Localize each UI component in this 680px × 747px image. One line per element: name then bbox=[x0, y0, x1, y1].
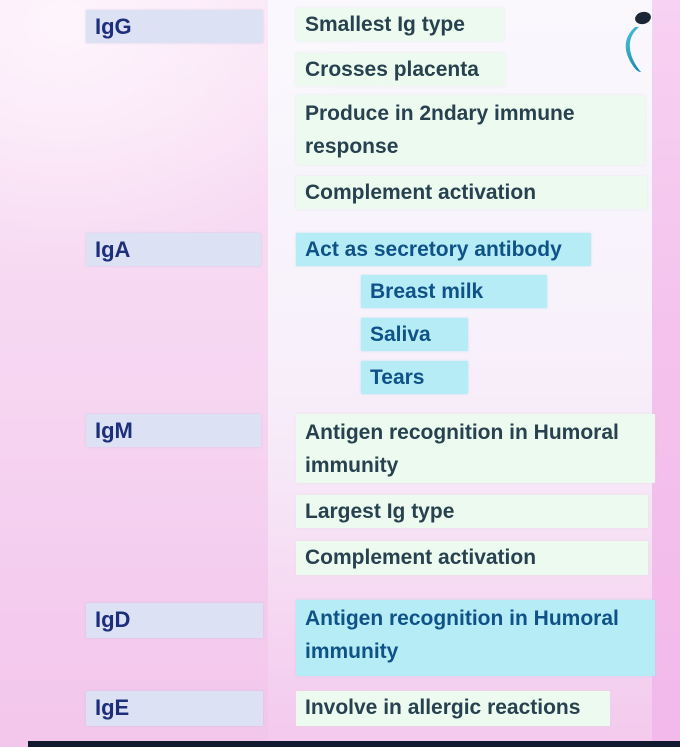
ige-attribute-allergic: Involve in allergic reactions bbox=[296, 691, 610, 726]
igg-attribute-secondary-response: Produce in 2ndary immune response bbox=[296, 95, 645, 165]
igm-label: IgM bbox=[86, 414, 261, 447]
iga-attribute-tears: Tears bbox=[361, 361, 468, 394]
iga-attribute-secretory: Act as secretory antibody bbox=[296, 233, 591, 266]
igm-attribute-complement: Complement activation bbox=[296, 541, 648, 575]
iga-attribute-breast-milk: Breast milk bbox=[361, 275, 547, 308]
igg-attribute-complement: Complement activation bbox=[296, 176, 647, 209]
igd-attribute-antigen-recognition: Antigen recognition in Humoral immunity bbox=[296, 600, 655, 676]
igm-attribute-antigen-recognition: Antigen recognition in Humoral immunity bbox=[296, 414, 655, 483]
teal-swoosh-icon bbox=[625, 11, 651, 72]
bottom-divider-bar bbox=[28, 741, 680, 747]
iga-attribute-saliva: Saliva bbox=[361, 318, 468, 351]
igg-attribute-placenta: Crosses placenta bbox=[296, 53, 505, 86]
igg-label: IgG bbox=[86, 10, 263, 43]
ige-label: IgE bbox=[86, 691, 263, 726]
igm-attribute-largest: Largest Ig type bbox=[296, 495, 648, 528]
background-pink-strip bbox=[652, 0, 680, 747]
igg-attribute-smallest: Smallest Ig type bbox=[296, 8, 504, 41]
igd-label: IgD bbox=[86, 603, 263, 638]
iga-label: IgA bbox=[86, 233, 261, 266]
